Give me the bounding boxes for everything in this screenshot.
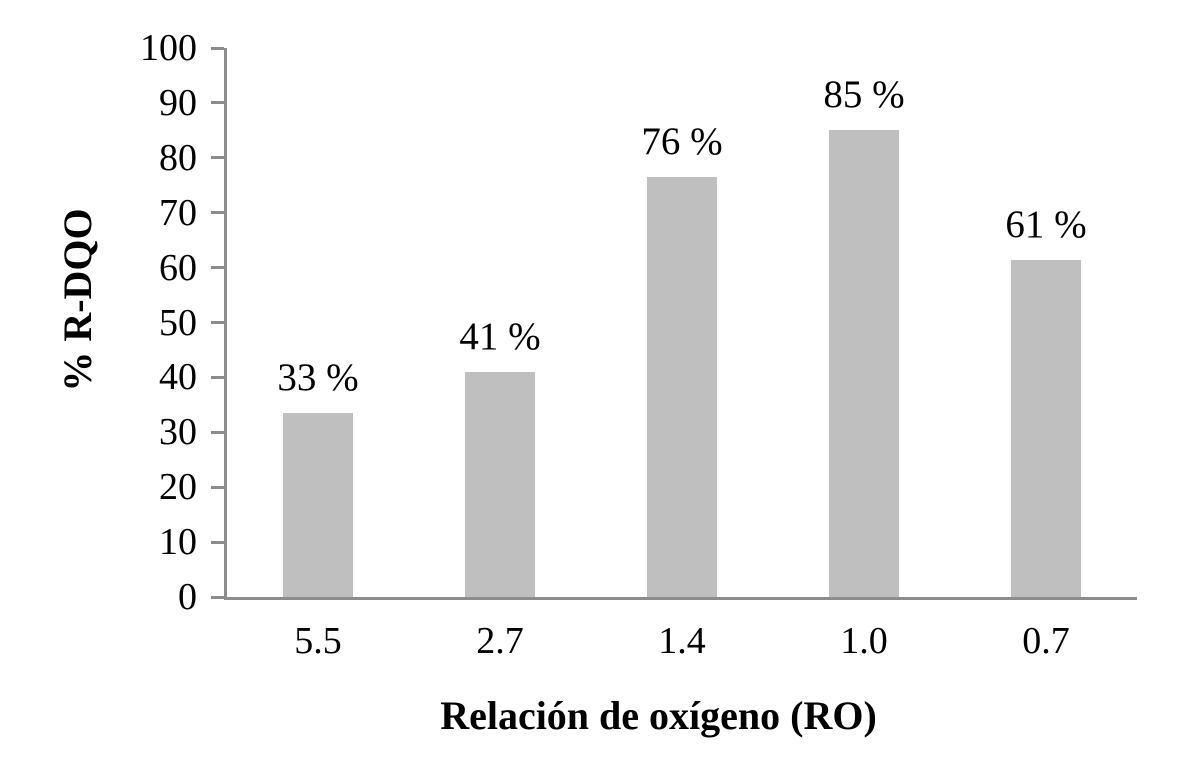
y-tick-label: 30 bbox=[159, 411, 197, 454]
y-tick-mark bbox=[211, 321, 224, 324]
y-tick-label: 10 bbox=[159, 521, 197, 564]
bar-value-label: 76 % bbox=[641, 120, 723, 164]
y-tick-mark bbox=[211, 46, 224, 50]
y-tick-mark bbox=[211, 211, 224, 215]
y-tick-label: 90 bbox=[159, 81, 197, 124]
plot-area: 0 10 20 30 40 50 60 70 80 90 100 33 % 41 % 76 % 85 % 6… bbox=[140, 29, 1137, 660]
x-category-label: 5.5 bbox=[294, 620, 342, 662]
y-tick-label: 50 bbox=[159, 301, 197, 344]
bar-2.7: 41 % bbox=[459, 317, 541, 597]
y-tick-mark bbox=[211, 485, 224, 489]
y-tick-label: 60 bbox=[159, 246, 197, 289]
y-tick-label: 80 bbox=[159, 136, 197, 179]
x-axis-title: Relación de oxígeno (RO) bbox=[440, 693, 877, 738]
x-category-label: 1.0 bbox=[840, 620, 888, 662]
x-category-label: 1.4 bbox=[658, 620, 706, 662]
bar-value-label: 61 % bbox=[1005, 203, 1087, 247]
y-tick-mark bbox=[211, 540, 224, 544]
bar-1.0: 85 % bbox=[823, 75, 905, 597]
y-tick-label: 0 bbox=[178, 576, 197, 618]
y-tick-mark bbox=[211, 156, 224, 160]
y-tick-label: 40 bbox=[159, 356, 197, 399]
y-tick-mark bbox=[211, 375, 224, 379]
y-axis-line bbox=[224, 48, 227, 600]
y-tick-mark bbox=[211, 266, 224, 270]
y-tick-mark bbox=[211, 595, 224, 599]
bar-1.4: 76 % bbox=[641, 122, 723, 597]
bar-value-label: 85 % bbox=[823, 73, 905, 117]
y-tick-mark bbox=[211, 430, 224, 434]
y-tick-label: 100 bbox=[140, 27, 197, 69]
x-category-label: 2.7 bbox=[476, 620, 524, 662]
bar-5.5: 33 % bbox=[277, 358, 359, 597]
x-category-label: 0.7 bbox=[1022, 620, 1070, 662]
bar-value-label: 41 % bbox=[459, 314, 541, 358]
y-tick-mark bbox=[211, 101, 224, 105]
bar-0.7: 61 % bbox=[1005, 205, 1087, 597]
x-axis-line bbox=[224, 597, 1137, 600]
y-tick-label: 70 bbox=[159, 191, 197, 234]
y-tick-label: 20 bbox=[159, 466, 197, 509]
bar-value-label: 33 % bbox=[277, 356, 359, 400]
